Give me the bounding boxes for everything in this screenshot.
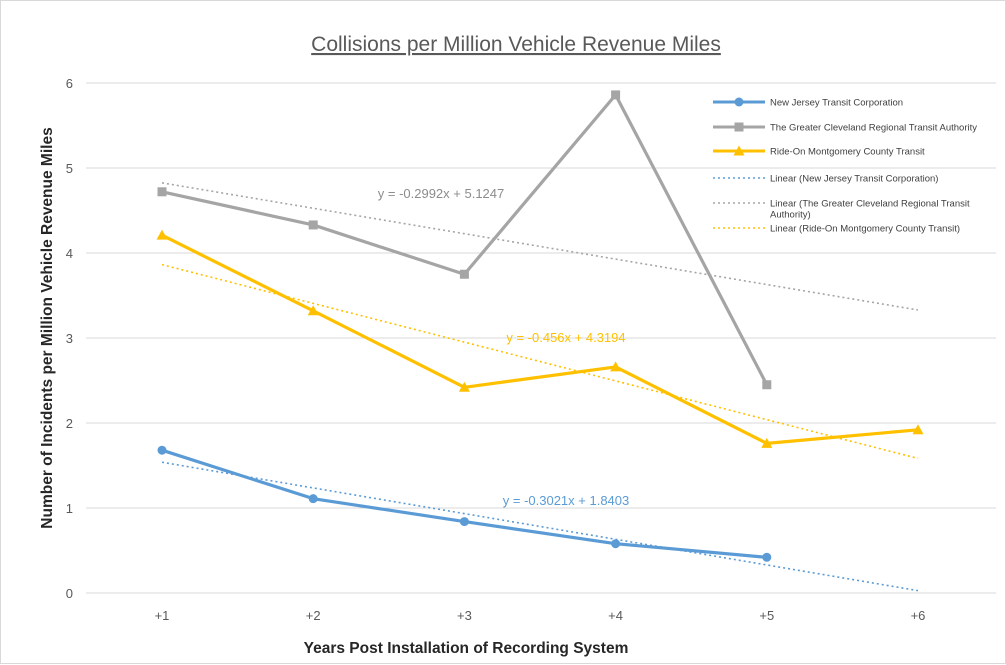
x-tick-label: +4: [608, 608, 623, 623]
legend-label: The Greater Cleveland Regional Transit A…: [770, 123, 977, 134]
x-axis-ticks: +1 +2 +3 +4 +5 +6: [155, 608, 926, 623]
trendline-equation: y = -0.3021x + 1.8403: [503, 493, 629, 508]
marker-square: [157, 187, 167, 197]
marker-circle: [459, 517, 469, 527]
y-tick-label: 5: [66, 161, 73, 176]
y-tick-label: 2: [66, 416, 73, 431]
marker-circle: [157, 445, 167, 455]
x-tick-label: +3: [457, 608, 472, 623]
y-tick-label: 3: [66, 331, 73, 346]
y-tick-label: 1: [66, 501, 73, 516]
marker-triangle: [733, 145, 745, 156]
trendlines: [161, 182, 919, 592]
y-axis-title: Number of Incidents per Million Vehicle …: [39, 127, 56, 528]
x-tick-label: +2: [306, 608, 321, 623]
trendline-equations: y = -0.3021x + 1.8403 y = -0.2992x + 5.12…: [378, 186, 629, 508]
marker-triangle: [458, 381, 470, 392]
legend: New Jersey Transit Corporation The Greate…: [713, 97, 977, 235]
trendline: [161, 461, 919, 592]
series-line: [161, 233, 919, 445]
trendline-equation: y = -0.456x + 4.3194: [506, 330, 625, 345]
y-tick-label: 6: [66, 76, 73, 91]
marker-triangle: [156, 229, 168, 240]
x-tick-label: +5: [759, 608, 774, 623]
legend-label: New Jersey Transit Corporation: [770, 98, 903, 109]
x-tick-label: +6: [911, 608, 926, 623]
legend-label: Linear (Ride-On Montgomery County Transi…: [770, 224, 960, 235]
gridlines: [86, 82, 996, 594]
series-line: [161, 448, 767, 559]
y-tick-label: 0: [66, 586, 73, 601]
marker-circle: [611, 539, 621, 549]
marker-circle: [762, 552, 772, 562]
x-tick-label: +1: [155, 608, 170, 623]
y-tick-label: 4: [66, 246, 73, 261]
marker-triangle: [307, 305, 319, 316]
series-line: [161, 93, 769, 386]
legend-label: Linear (The Greater Cleveland Regional T…: [770, 199, 970, 221]
marker-triangle: [610, 361, 622, 372]
x-axis-title: Years Post Installation of Recording Sys…: [304, 640, 629, 657]
marker-square: [762, 380, 772, 390]
marker-square: [459, 269, 469, 279]
marker-circle: [734, 97, 744, 107]
marker-triangle: [761, 437, 773, 448]
chart-title: Collisions per Million Vehicle Revenue M…: [311, 33, 721, 56]
marker-square: [308, 220, 318, 230]
marker-circle: [308, 494, 318, 504]
y-axis-ticks: 0 1 2 3 4 5 6: [66, 76, 73, 601]
marker-square: [734, 122, 744, 132]
legend-label-line: Authority): [770, 210, 811, 221]
trendline-equation: y = -0.2992x + 5.1247: [378, 186, 504, 201]
marker-square: [611, 90, 621, 100]
marker-triangle: [912, 424, 924, 435]
trendline: [161, 263, 919, 460]
legend-label: Linear (New Jersey Transit Corporation): [770, 174, 938, 185]
legend-label-line: Linear (The Greater Cleveland Regional T…: [770, 199, 970, 210]
legend-label: Ride-On Montgomery County Transit: [770, 147, 925, 158]
series-lines: [156, 90, 924, 562]
